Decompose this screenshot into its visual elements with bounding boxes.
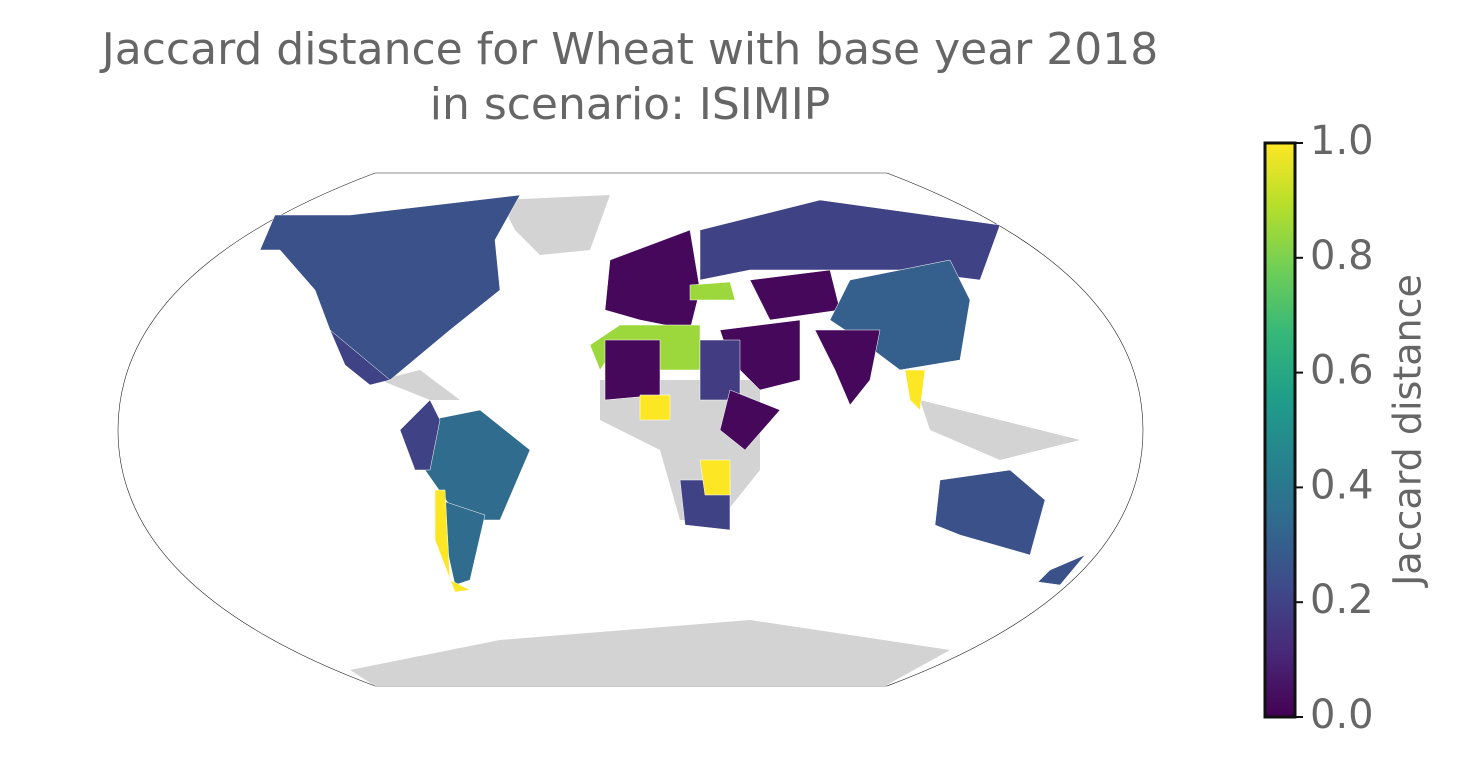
country-region [434, 489, 471, 593]
country-region [699, 459, 731, 496]
country-region [719, 389, 781, 451]
colorbar [1263, 141, 1297, 719]
colorbar-tick-label: 0.8 [1310, 233, 1374, 279]
colorbar-tick-label: 0.2 [1310, 577, 1374, 623]
colorbar-tick-label: 1.0 [1310, 118, 1374, 164]
title-line: Jaccard distance for Wheat with base yea… [99, 24, 1158, 75]
no-data-region [350, 620, 950, 686]
country-region [904, 369, 926, 411]
country-region [699, 339, 741, 401]
country-region [639, 394, 671, 421]
no-data-region [500, 195, 610, 255]
colorbar-tick-label: 0.0 [1310, 692, 1374, 738]
colorbar-tick-label: 0.6 [1310, 348, 1374, 394]
colorbar-label: Jaccard distance [1386, 274, 1430, 588]
country-region [604, 339, 661, 401]
no-data-region [380, 370, 460, 400]
colorbar-tick-label: 0.4 [1310, 462, 1374, 508]
title-line: in scenario: ISIMIP [430, 79, 831, 130]
country-region [814, 329, 881, 406]
country-region [399, 399, 441, 471]
no-data-region [920, 400, 1080, 460]
country-region [934, 469, 1046, 556]
country-region [1037, 554, 1086, 586]
country-region [689, 281, 736, 301]
country-region [329, 329, 391, 386]
